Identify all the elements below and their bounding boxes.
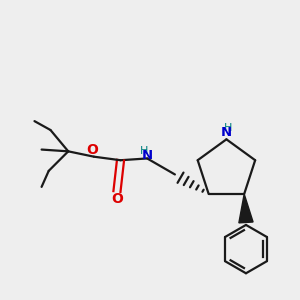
Polygon shape <box>239 194 253 223</box>
Text: H: H <box>224 123 232 133</box>
Text: N: N <box>141 149 152 163</box>
Text: O: O <box>111 192 123 206</box>
Text: O: O <box>86 142 98 157</box>
Text: N: N <box>221 126 232 140</box>
Text: H: H <box>140 146 148 156</box>
